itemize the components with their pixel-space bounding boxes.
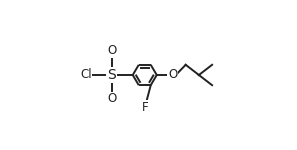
Text: O: O — [107, 45, 116, 57]
Text: Cl: Cl — [80, 69, 92, 81]
Text: F: F — [142, 101, 148, 114]
Text: S: S — [108, 68, 116, 82]
Text: O: O — [107, 93, 116, 105]
Text: O: O — [168, 69, 177, 81]
